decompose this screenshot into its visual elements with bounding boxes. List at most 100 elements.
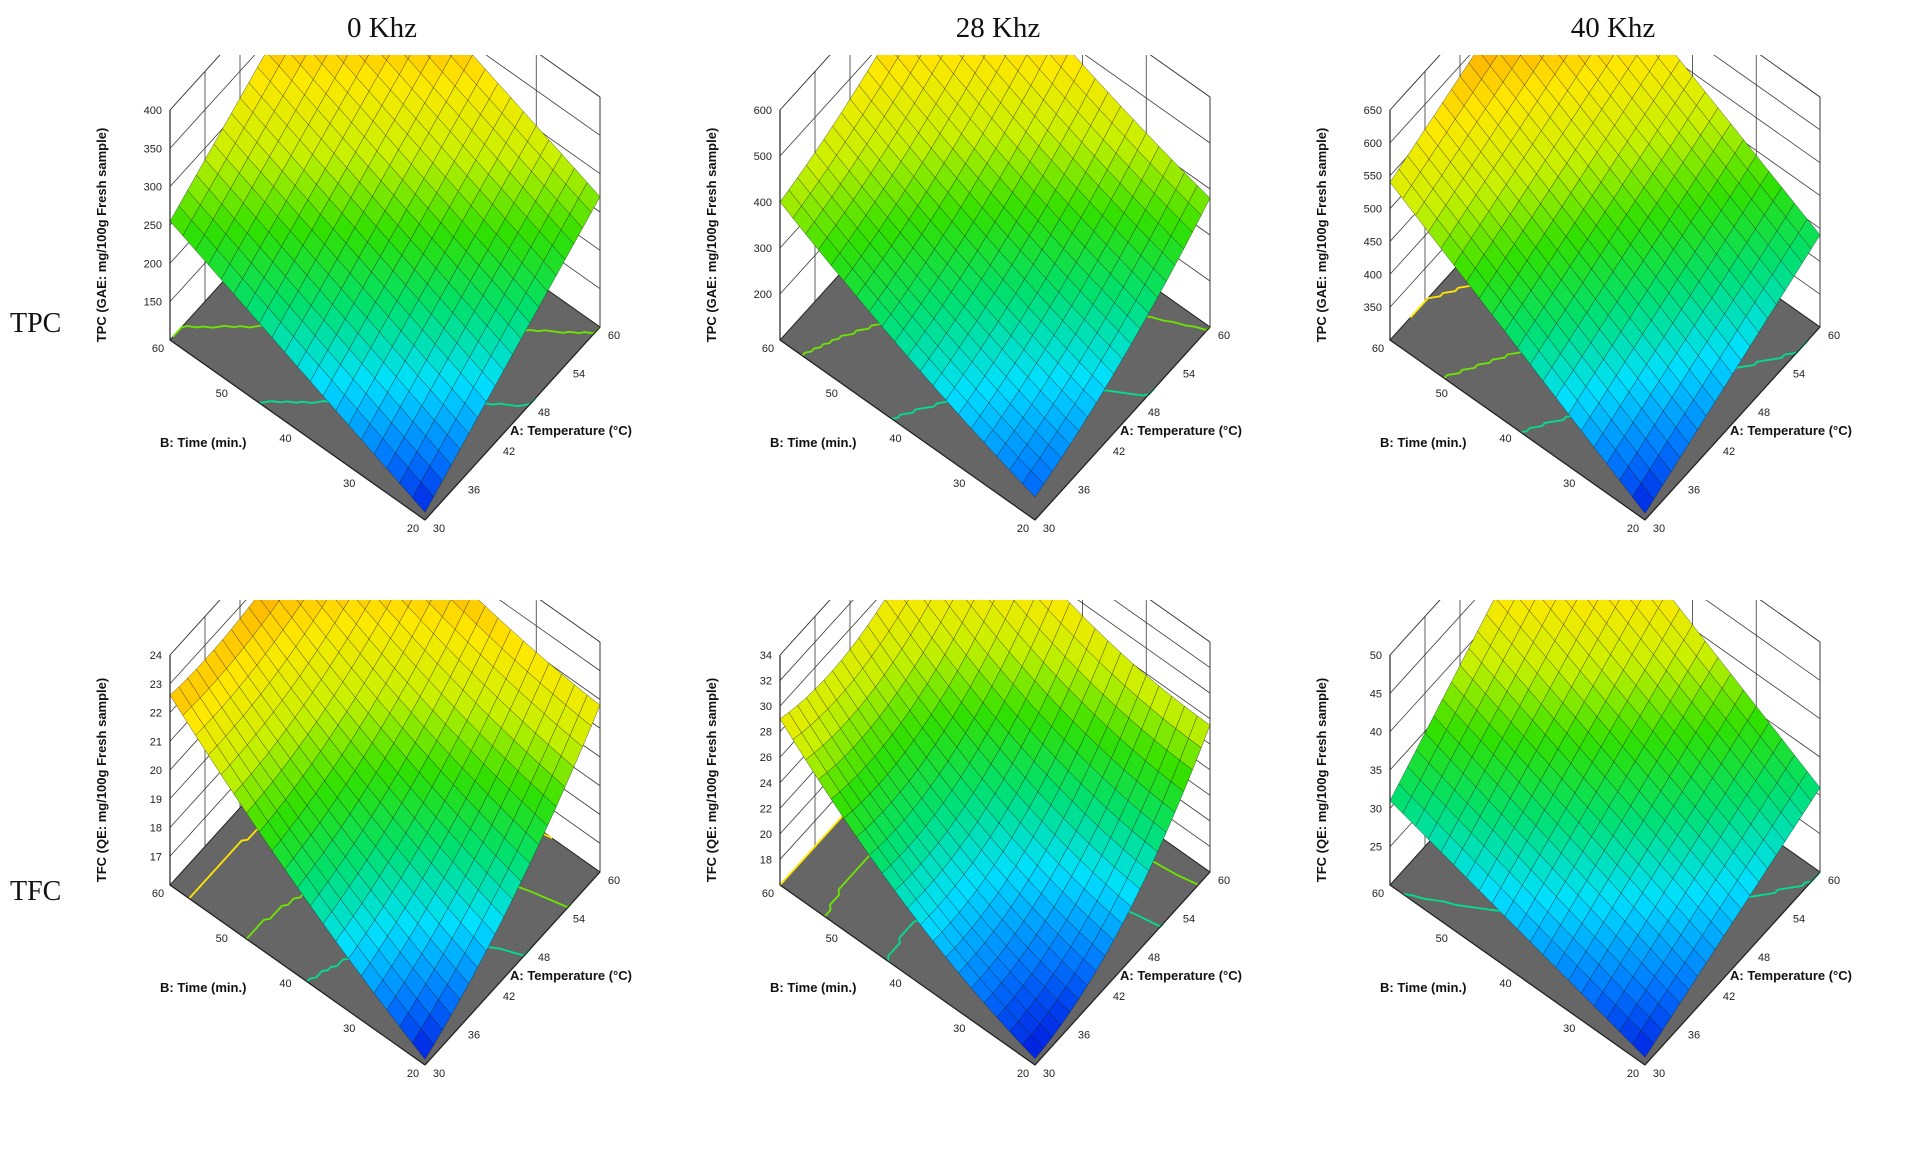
z-tick-label: 30 xyxy=(760,701,772,713)
y-tick-label: 60 xyxy=(152,343,164,355)
z-tick-label: 250 xyxy=(144,220,162,232)
y-tick-label: 60 xyxy=(762,343,774,355)
x-tick-label: 54 xyxy=(1793,914,1805,926)
temperature-axis-label: A: Temperature (°C) xyxy=(510,968,632,983)
y-tick-label: 40 xyxy=(279,978,291,990)
x-tick-label: 42 xyxy=(1723,446,1735,458)
x-tick-label: 30 xyxy=(1043,523,1055,535)
surface-plot-tpc-0khz: 3036424854602030405060150200250300350400… xyxy=(80,55,700,615)
z-tick-label: 600 xyxy=(754,105,772,117)
temperature-axis-label: A: Temperature (°C) xyxy=(510,423,632,438)
z-axis-label: TPC (GAE: mg/100g Fresh sample) xyxy=(1314,128,1329,343)
z-tick-label: 450 xyxy=(1364,236,1382,248)
x-tick-label: 54 xyxy=(1183,914,1195,926)
z-tick-label: 200 xyxy=(144,258,162,270)
z-tick-label: 350 xyxy=(144,143,162,155)
z-tick-label: 18 xyxy=(150,823,162,835)
y-tick-label: 60 xyxy=(762,888,774,900)
surface-plot-tpc-40khz: 3036424854602030405060350400450500550600… xyxy=(1300,55,1909,615)
z-tick-label: 21 xyxy=(150,736,162,748)
x-tick-label: 42 xyxy=(1113,991,1125,1003)
column-title-0khz: 0 Khz xyxy=(232,12,532,45)
z-tick-label: 32 xyxy=(760,676,772,688)
x-tick-label: 54 xyxy=(573,369,585,381)
z-tick-label: 500 xyxy=(754,151,772,163)
z-axis-label: TPC (GAE: mg/100g Fresh sample) xyxy=(94,128,109,343)
row-label-tfc: TFC xyxy=(10,876,61,908)
z-tick-label: 17 xyxy=(150,851,162,863)
y-tick-label: 60 xyxy=(152,888,164,900)
z-tick-label: 300 xyxy=(754,243,772,255)
x-tick-label: 36 xyxy=(1688,484,1700,496)
z-tick-label: 18 xyxy=(760,854,772,866)
z-tick-label: 30 xyxy=(1370,803,1382,815)
z-tick-label: 400 xyxy=(144,105,162,117)
y-tick-label: 50 xyxy=(1436,388,1448,400)
x-tick-label: 54 xyxy=(1793,369,1805,381)
time-axis-label: B: Time (min.) xyxy=(1380,980,1466,995)
x-tick-label: 36 xyxy=(1078,484,1090,496)
z-tick-label: 400 xyxy=(754,197,772,209)
z-tick-label: 19 xyxy=(150,794,162,806)
x-tick-label: 42 xyxy=(1723,991,1735,1003)
time-axis-label: B: Time (min.) xyxy=(770,980,856,995)
z-tick-label: 45 xyxy=(1370,688,1382,700)
x-tick-label: 60 xyxy=(608,875,620,887)
temperature-axis-label: A: Temperature (°C) xyxy=(1120,968,1242,983)
surface-plot-tfc-28khz: 3036424854602030405060182022242628303234… xyxy=(690,600,1310,1160)
y-tick-label: 50 xyxy=(1436,933,1448,945)
x-tick-label: 30 xyxy=(1043,1068,1055,1080)
z-tick-label: 550 xyxy=(1364,171,1382,183)
x-tick-label: 30 xyxy=(433,523,445,535)
y-tick-label: 20 xyxy=(1627,1068,1639,1080)
x-tick-label: 48 xyxy=(1758,952,1770,964)
y-tick-label: 40 xyxy=(279,433,291,445)
z-tick-label: 34 xyxy=(760,650,772,662)
y-tick-label: 30 xyxy=(953,478,965,490)
x-tick-label: 36 xyxy=(468,1029,480,1041)
y-tick-label: 50 xyxy=(826,388,838,400)
z-axis-label: TFC (QE: mg/100g Fresh sample) xyxy=(1314,678,1329,882)
z-tick-label: 28 xyxy=(760,727,772,739)
y-tick-label: 20 xyxy=(1627,523,1639,535)
z-tick-label: 400 xyxy=(1364,269,1382,281)
temperature-axis-label: A: Temperature (°C) xyxy=(1120,423,1242,438)
x-tick-label: 60 xyxy=(608,330,620,342)
y-tick-label: 30 xyxy=(343,1023,355,1035)
y-tick-label: 30 xyxy=(1563,1023,1575,1035)
temperature-axis-label: A: Temperature (°C) xyxy=(1730,423,1852,438)
time-axis-label: B: Time (min.) xyxy=(770,435,856,450)
z-tick-label: 650 xyxy=(1364,105,1382,117)
surface-plot-tpc-28khz: 3036424854602030405060200300400500600A: … xyxy=(690,55,1310,615)
z-tick-label: 600 xyxy=(1364,138,1382,150)
z-tick-label: 40 xyxy=(1370,727,1382,739)
y-tick-label: 50 xyxy=(216,933,228,945)
x-tick-label: 36 xyxy=(468,484,480,496)
x-tick-label: 48 xyxy=(1758,407,1770,419)
y-tick-label: 20 xyxy=(1017,523,1029,535)
y-tick-label: 50 xyxy=(826,933,838,945)
z-axis-label: TPC (GAE: mg/100g Fresh sample) xyxy=(704,128,719,343)
y-tick-label: 40 xyxy=(889,433,901,445)
z-tick-label: 23 xyxy=(150,679,162,691)
z-axis-label: TFC (QE: mg/100g Fresh sample) xyxy=(94,678,109,882)
z-tick-label: 20 xyxy=(760,829,772,841)
z-tick-label: 350 xyxy=(1364,302,1382,314)
x-tick-label: 36 xyxy=(1688,1029,1700,1041)
y-tick-label: 30 xyxy=(1563,478,1575,490)
y-tick-label: 50 xyxy=(216,388,228,400)
z-tick-label: 25 xyxy=(1370,842,1382,854)
time-axis-label: B: Time (min.) xyxy=(160,435,246,450)
x-tick-label: 42 xyxy=(503,991,515,1003)
z-tick-label: 22 xyxy=(150,708,162,720)
x-tick-label: 42 xyxy=(503,446,515,458)
x-tick-label: 48 xyxy=(538,407,550,419)
z-tick-label: 20 xyxy=(150,765,162,777)
z-tick-label: 24 xyxy=(760,778,772,790)
z-tick-label: 35 xyxy=(1370,765,1382,777)
row-label-tpc: TPC xyxy=(10,308,61,340)
y-tick-label: 30 xyxy=(343,478,355,490)
x-tick-label: 60 xyxy=(1218,875,1230,887)
z-tick-label: 150 xyxy=(144,297,162,309)
